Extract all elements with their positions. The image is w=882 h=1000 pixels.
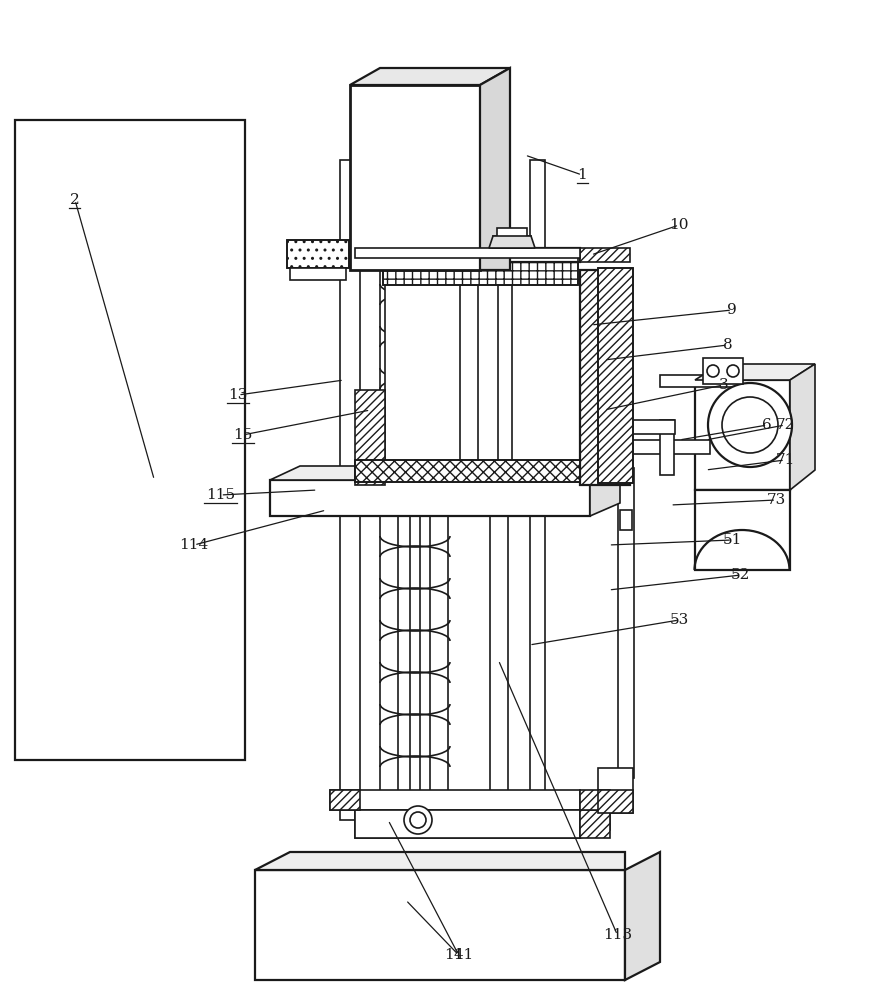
Text: 111: 111	[444, 948, 474, 962]
Text: 51: 51	[722, 533, 742, 547]
Bar	[355, 460, 580, 482]
Bar	[290, 268, 346, 280]
Polygon shape	[580, 805, 610, 838]
Bar	[15, 120, 245, 760]
Bar	[340, 160, 360, 820]
Bar	[598, 768, 633, 813]
Text: 53: 53	[669, 613, 689, 627]
Text: 114: 114	[179, 538, 209, 552]
Circle shape	[410, 812, 426, 828]
Bar	[580, 810, 610, 838]
Bar	[460, 285, 478, 475]
Bar	[598, 268, 633, 483]
Bar	[355, 460, 580, 482]
Polygon shape	[790, 364, 815, 490]
Text: 71: 71	[775, 453, 795, 467]
Bar	[350, 85, 480, 270]
Bar	[580, 248, 630, 262]
Bar	[598, 268, 633, 483]
Bar	[330, 790, 360, 810]
Text: 13: 13	[228, 388, 248, 402]
Bar	[287, 240, 349, 268]
Text: 2: 2	[70, 193, 80, 207]
Bar	[330, 790, 580, 810]
Bar	[383, 255, 578, 285]
Bar	[355, 810, 580, 838]
Circle shape	[722, 397, 778, 453]
Text: 113: 113	[602, 928, 632, 942]
Bar	[270, 480, 590, 516]
Text: 6: 6	[762, 418, 773, 432]
Text: 9: 9	[727, 303, 737, 317]
Polygon shape	[255, 852, 625, 870]
Text: 8: 8	[723, 338, 732, 352]
Bar	[497, 228, 527, 238]
Bar	[490, 160, 508, 820]
Bar	[618, 468, 634, 778]
Polygon shape	[590, 466, 620, 516]
Polygon shape	[270, 466, 590, 480]
Circle shape	[707, 365, 719, 377]
Text: 73: 73	[766, 493, 786, 507]
Bar	[620, 510, 632, 530]
Text: 52: 52	[731, 568, 751, 582]
Bar	[660, 420, 674, 475]
Text: 15: 15	[233, 428, 252, 442]
Bar	[695, 490, 790, 570]
Bar	[703, 358, 743, 384]
Bar	[598, 790, 633, 813]
Polygon shape	[480, 68, 510, 270]
Bar	[355, 248, 580, 262]
Polygon shape	[625, 852, 660, 980]
Polygon shape	[489, 236, 535, 248]
Text: 3: 3	[719, 378, 728, 392]
Text: 72: 72	[775, 418, 795, 432]
Bar	[580, 790, 610, 810]
Polygon shape	[695, 364, 815, 380]
Bar	[355, 248, 580, 258]
Bar	[695, 380, 790, 490]
Text: 10: 10	[669, 218, 689, 232]
Bar	[580, 270, 630, 485]
Bar	[380, 160, 398, 820]
Bar	[430, 160, 448, 820]
Polygon shape	[350, 68, 510, 85]
Bar	[493, 236, 531, 248]
Bar	[630, 440, 710, 454]
Bar	[287, 240, 349, 268]
Bar	[355, 390, 385, 485]
Bar	[660, 375, 740, 387]
Bar	[630, 420, 675, 434]
Bar	[355, 810, 580, 838]
Bar	[385, 280, 580, 485]
Circle shape	[708, 383, 792, 467]
Bar	[410, 155, 420, 815]
Text: 115: 115	[206, 488, 235, 502]
Text: 1: 1	[577, 168, 587, 182]
Text: 4: 4	[453, 948, 464, 962]
Circle shape	[404, 806, 432, 834]
Bar	[355, 248, 385, 262]
Bar	[383, 255, 578, 285]
Bar	[530, 160, 545, 820]
Bar	[580, 270, 630, 485]
Circle shape	[727, 365, 739, 377]
Bar	[498, 285, 512, 475]
Bar	[255, 870, 625, 980]
